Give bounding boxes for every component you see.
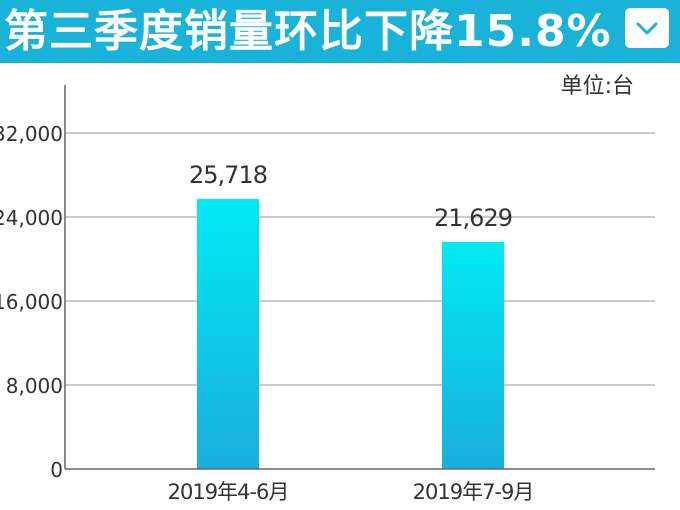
page-title: 第三季度销量环比下降15.8% xyxy=(4,6,612,57)
bar xyxy=(442,241,504,469)
dropdown-button[interactable] xyxy=(625,8,669,48)
y-tick-label: 24,000 xyxy=(0,206,63,230)
y-tick-label: 8,000 xyxy=(6,374,63,398)
data-labels: 25,718 21,629 xyxy=(189,161,513,232)
y-tick-label: 0 xyxy=(50,458,63,482)
y-tick-label: 32,000 xyxy=(0,122,63,146)
x-tick-label: 2019年4-6月 xyxy=(168,480,289,504)
y-tick-labels: 0 8,000 16,000 24,000 32,000 xyxy=(0,122,63,482)
x-tick-labels: 2019年4-6月 2019年7-9月 xyxy=(168,480,535,504)
x-tick-label: 2019年7-9月 xyxy=(413,480,534,504)
chevron-down-icon xyxy=(636,22,658,35)
title-banner: 第三季度销量环比下降15.8% xyxy=(0,0,680,63)
data-label: 21,629 xyxy=(434,204,512,232)
data-label: 25,718 xyxy=(189,161,267,189)
bar xyxy=(197,198,259,469)
y-tick-label: 16,000 xyxy=(0,290,63,314)
unit-label: 单位:台 xyxy=(560,74,634,99)
bars xyxy=(197,198,504,469)
gridlines xyxy=(65,132,655,386)
